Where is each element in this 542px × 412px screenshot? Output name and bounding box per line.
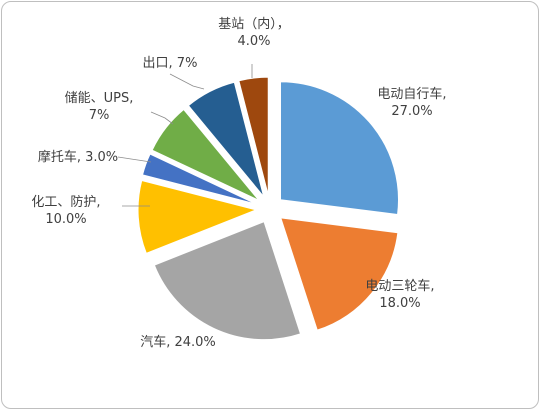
slice-label-7: 出口, 7% (143, 56, 198, 71)
slice-label-line: 化工、防护, (31, 194, 100, 210)
leader-line-7 (169, 73, 205, 90)
slice-label-line: 10.0% (45, 212, 86, 227)
slice-label-1: 电动自行车, 27.0% (377, 86, 446, 119)
leader-line-5 (117, 156, 152, 163)
slice-labels: 电动自行车, 27.0% 电动三轮车, 18.0% 汽车, 24.0% 化工、防护, 10.… (31, 16, 446, 350)
pie-slice-1 (280, 81, 399, 216)
slice-label-line: 汽车, 24.0% (140, 334, 216, 350)
slice-label-8: 基站（内）， 4.0% (218, 16, 290, 49)
leader-lines (117, 64, 253, 207)
pie-slice-6 (151, 108, 260, 201)
slice-label-line: 出口, 7% (143, 56, 198, 71)
pie-slice-8 (238, 76, 269, 196)
slice-label-line: 摩托车, 3.0% (38, 149, 118, 165)
slice-label-6: 储能、UPS, 7% (65, 91, 134, 123)
slice-label-4: 化工、防护, 10.0% (31, 194, 100, 227)
slice-label-line: 7% (89, 108, 110, 123)
slice-label-line: 储能、UPS, (65, 91, 134, 106)
slice-label-line: 27.0% (391, 104, 432, 119)
slice-label-line: 18.0% (379, 296, 420, 311)
pie-slices (137, 76, 399, 341)
leader-line-6 (150, 111, 174, 125)
slice-label-line: 电动三轮车, (365, 278, 434, 294)
slice-label-2: 电动三轮车, 18.0% (365, 278, 434, 311)
slice-label-line: 电动自行车, (377, 86, 446, 102)
slice-label-5: 摩托车, 3.0% (38, 149, 118, 165)
pie-slice-2 (280, 217, 399, 331)
slice-label-line: 4.0% (237, 34, 270, 49)
pie-slice-3 (153, 221, 302, 341)
pie-slice-5 (141, 153, 258, 205)
pie-slice-4 (137, 179, 258, 254)
slice-label-line: 基站（内）， (218, 16, 290, 32)
slice-label-3: 汽车, 24.0% (140, 334, 216, 350)
pie-slice-7 (187, 81, 265, 197)
